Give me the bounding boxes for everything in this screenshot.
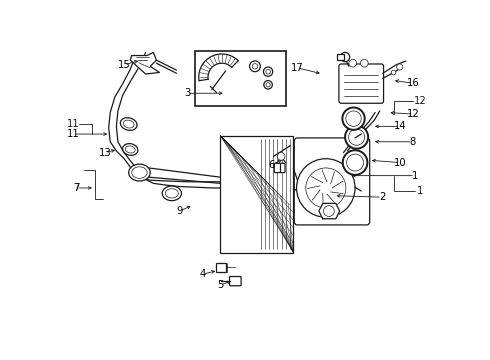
Ellipse shape [345, 126, 368, 149]
Text: 2: 2 [379, 192, 385, 202]
Ellipse shape [121, 118, 137, 130]
Circle shape [266, 69, 270, 74]
Circle shape [392, 70, 396, 75]
Ellipse shape [125, 146, 135, 153]
Circle shape [341, 53, 350, 62]
FancyBboxPatch shape [274, 163, 285, 172]
Ellipse shape [343, 108, 365, 130]
Polygon shape [130, 53, 159, 74]
Circle shape [296, 159, 355, 217]
Ellipse shape [165, 189, 178, 198]
Circle shape [397, 64, 403, 70]
Text: 7: 7 [73, 183, 79, 193]
FancyBboxPatch shape [229, 276, 241, 286]
Text: 13: 13 [98, 148, 111, 158]
Circle shape [323, 206, 334, 216]
Text: 8: 8 [410, 137, 416, 147]
Ellipse shape [346, 154, 364, 171]
Text: 1: 1 [417, 186, 424, 196]
Text: 1: 1 [412, 171, 418, 181]
Ellipse shape [132, 167, 147, 178]
Text: 7: 7 [73, 183, 79, 193]
Ellipse shape [348, 129, 365, 145]
Text: 14: 14 [393, 121, 406, 131]
Circle shape [266, 83, 270, 87]
Ellipse shape [123, 120, 134, 128]
Ellipse shape [162, 186, 181, 201]
Circle shape [264, 81, 272, 89]
Circle shape [349, 59, 357, 67]
Text: 16: 16 [406, 78, 419, 88]
Bar [220, 136, 294, 253]
Circle shape [277, 153, 285, 160]
Bar [217, 263, 226, 272]
Bar [337, 54, 344, 60]
Text: 12: 12 [406, 109, 419, 119]
Text: 11: 11 [67, 119, 80, 129]
Circle shape [264, 67, 272, 76]
Text: 12: 12 [414, 96, 427, 106]
Text: 11: 11 [67, 129, 80, 139]
Text: 10: 10 [393, 158, 406, 167]
FancyBboxPatch shape [294, 138, 369, 225]
Text: 5: 5 [217, 280, 223, 290]
FancyBboxPatch shape [339, 64, 384, 103]
Circle shape [249, 61, 260, 72]
Circle shape [361, 59, 368, 67]
Polygon shape [319, 203, 340, 219]
Circle shape [252, 64, 258, 69]
Text: 3: 3 [184, 88, 190, 98]
Ellipse shape [346, 111, 361, 126]
Ellipse shape [129, 164, 150, 181]
Text: 17: 17 [291, 63, 304, 73]
Ellipse shape [122, 144, 138, 155]
Circle shape [306, 168, 346, 208]
Text: 15: 15 [118, 60, 130, 70]
Text: 4: 4 [199, 269, 206, 279]
Text: 6: 6 [269, 160, 275, 170]
Bar [195, 51, 286, 106]
Ellipse shape [343, 150, 368, 175]
Text: 9: 9 [176, 206, 183, 216]
